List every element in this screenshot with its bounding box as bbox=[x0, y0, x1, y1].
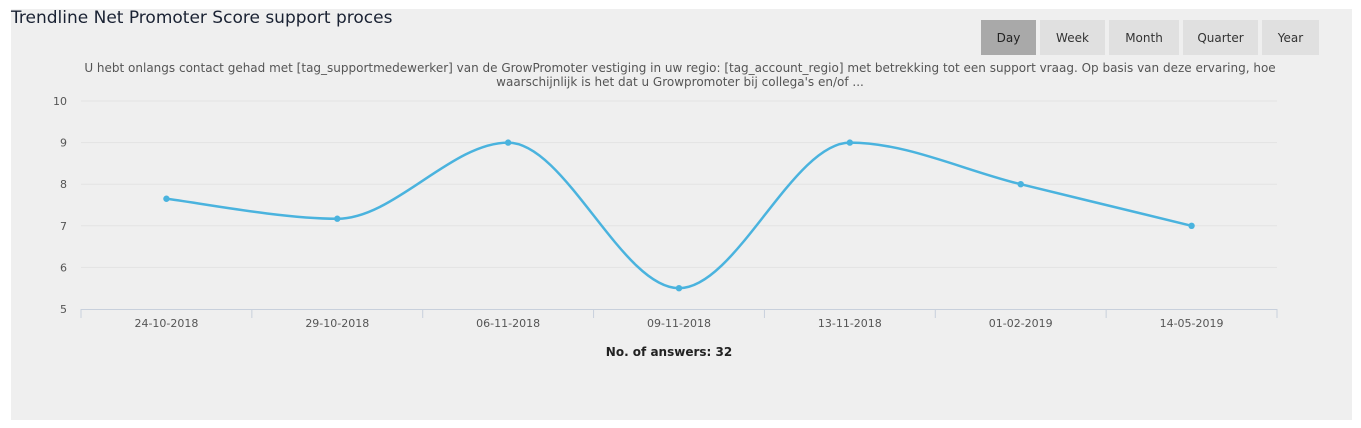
y-tick-label: 5 bbox=[60, 303, 67, 316]
data-point bbox=[1188, 222, 1195, 229]
chart-panel bbox=[11, 9, 1352, 420]
x-tick-label: 01-02-2019 bbox=[989, 317, 1053, 330]
y-tick-label: 7 bbox=[60, 220, 67, 233]
y-tick-label: 10 bbox=[53, 95, 67, 108]
y-tick-label: 6 bbox=[60, 261, 67, 274]
data-point bbox=[675, 285, 683, 292]
answer-count-value: 32 bbox=[715, 345, 733, 359]
x-tick-label: 13-11-2018 bbox=[818, 317, 882, 330]
y-tick-label: 8 bbox=[60, 178, 67, 191]
range-button-quarter[interactable]: Quarter bbox=[1183, 20, 1258, 55]
data-point bbox=[846, 139, 854, 146]
data-point bbox=[334, 215, 341, 222]
x-tick-label: 09-11-2018 bbox=[647, 317, 711, 330]
y-tick-label: 9 bbox=[60, 137, 67, 150]
range-button-month[interactable]: Month bbox=[1109, 20, 1179, 55]
data-point bbox=[1017, 181, 1024, 188]
data-point bbox=[163, 195, 170, 202]
range-button-day[interactable]: Day bbox=[981, 20, 1036, 55]
range-button-week[interactable]: Week bbox=[1040, 20, 1105, 55]
page-title: Trendline Net Promoter Score support pro… bbox=[11, 8, 393, 28]
x-tick-label: 06-11-2018 bbox=[476, 317, 540, 330]
data-point bbox=[504, 139, 512, 146]
x-tick-label: 29-10-2018 bbox=[305, 317, 369, 330]
answer-count-label: No. of answers: bbox=[605, 345, 712, 359]
answer-count: No. of answers: 32 bbox=[469, 345, 869, 359]
x-tick-label: 14-05-2019 bbox=[1160, 317, 1224, 330]
chart-subtitle: U hebt onlangs contact gehad met [tag_su… bbox=[84, 61, 1276, 89]
x-tick-label: 24-10-2018 bbox=[134, 317, 198, 330]
series-line bbox=[166, 141, 1192, 290]
range-button-year[interactable]: Year bbox=[1262, 20, 1319, 55]
